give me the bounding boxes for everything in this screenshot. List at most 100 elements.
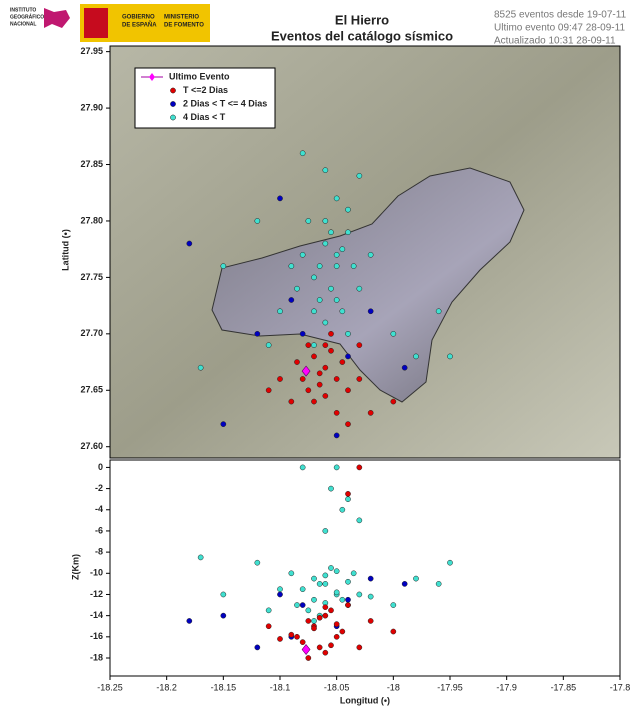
event-point [413, 353, 419, 360]
event-point [305, 618, 312, 624]
event-point [277, 636, 283, 642]
event-point [305, 218, 312, 224]
legend-marker [170, 87, 176, 94]
x-tick-label: -18.2 [156, 682, 177, 692]
island [211, 167, 525, 403]
event-point [197, 554, 204, 561]
y-tick-label: -2 [95, 483, 103, 493]
event-point [322, 167, 329, 174]
logo-text: GOBIERNO [122, 15, 155, 21]
event-point [367, 409, 374, 416]
event-point [345, 421, 351, 427]
event-point [294, 633, 300, 640]
x-axis-title: Longitud (•) [340, 695, 390, 705]
event-point [305, 607, 312, 614]
event-point [447, 353, 453, 360]
y-tick-label: 27.60 [80, 441, 103, 451]
event-point [288, 398, 295, 405]
event-point [311, 353, 317, 360]
event-point [277, 591, 283, 598]
legend-label: 4 Dias < T [183, 112, 226, 122]
info-line: Ultimo evento 09:47 28-09-11 [494, 23, 625, 34]
event-point [339, 246, 346, 253]
event-point [333, 195, 340, 202]
logo-text: NACIONAL [10, 21, 36, 27]
event-point [322, 581, 329, 587]
event-point [328, 485, 334, 492]
logo-mark [44, 8, 70, 28]
event-point [322, 218, 329, 224]
event-point [322, 612, 329, 619]
event-point [339, 359, 346, 365]
event-point [345, 387, 351, 394]
event-point [447, 559, 453, 566]
event-point [288, 263, 295, 269]
event-point [401, 364, 408, 371]
info-line: 8525 eventos desde 19-07-11 [494, 10, 627, 21]
event-point [367, 618, 374, 624]
event-point [311, 575, 317, 582]
event-point [333, 633, 340, 640]
event-point [345, 229, 351, 236]
event-point [390, 602, 397, 608]
event-point [299, 150, 306, 157]
y-tick-label: 27.80 [80, 215, 103, 225]
logo-text: INSTITUTO [10, 7, 36, 13]
logo-text: DE ESPAÑA [122, 22, 157, 29]
event-point [413, 575, 419, 582]
chart-title: El Hierro [335, 12, 389, 27]
y-tick-label: 27.90 [80, 102, 103, 112]
x-tick-label: -17.85 [551, 682, 577, 692]
gov-logo: GOBIERNO DE ESPAÑA MINISTERIO DE FOMENTO [80, 4, 210, 42]
shield [84, 8, 108, 38]
legend-marker [170, 114, 176, 121]
depth-panel [109, 459, 621, 677]
event-point [328, 607, 334, 614]
event-point [328, 347, 334, 354]
event-point [277, 376, 283, 382]
legend-marker [149, 73, 155, 81]
chart-subtitle: Eventos del catálogo sísmico [271, 28, 453, 43]
event-point [316, 297, 323, 303]
event-point [345, 496, 351, 503]
y-tick-label: 27.95 [80, 46, 103, 56]
event-point [311, 625, 317, 632]
event-point [356, 644, 363, 651]
event-point [299, 586, 306, 593]
event-point [333, 376, 340, 382]
event-point [316, 370, 323, 377]
legend-label: Ultimo Evento [169, 71, 230, 81]
event-point [299, 251, 306, 258]
event-point [333, 251, 340, 258]
y-tick-label: 0 [98, 462, 103, 472]
event-point [345, 596, 351, 603]
y-tick-label: -14 [90, 610, 103, 620]
event-point [322, 528, 329, 534]
event-point [265, 387, 272, 394]
event-point [288, 570, 295, 577]
event-point [345, 602, 351, 608]
event-point [311, 274, 317, 281]
event-point [339, 308, 346, 315]
x-tick-label: -17.9 [496, 682, 517, 692]
event-point [299, 464, 306, 471]
y-tick-label: -6 [95, 525, 103, 535]
y-axis-title: Latitud (•) [60, 229, 70, 271]
event-point [322, 342, 329, 348]
event-point [333, 464, 340, 471]
x-tick-label: -17.95 [437, 682, 463, 692]
event-point [299, 639, 306, 645]
event-point [356, 285, 363, 292]
event-point [322, 393, 329, 399]
event-point [350, 263, 357, 269]
event-point [356, 172, 363, 179]
x-tick-label: -17.8 [610, 682, 631, 692]
y-tick-label: -10 [90, 568, 103, 578]
event-point [316, 614, 323, 621]
event-point [356, 342, 363, 348]
event-point [328, 285, 334, 292]
legend-box [134, 67, 276, 129]
y-tick-label: -4 [95, 504, 103, 514]
event-point [311, 618, 317, 624]
